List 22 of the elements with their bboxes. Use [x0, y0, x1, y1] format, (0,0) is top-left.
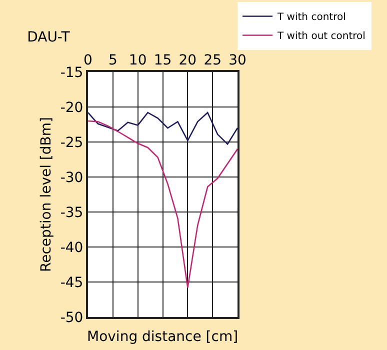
y-tick-label: -30 — [60, 170, 84, 186]
x-tick-label: 15 — [154, 52, 172, 68]
y-tick-label: -45 — [60, 274, 84, 291]
x-tick-label: 10 — [128, 52, 147, 68]
y-tick-label: -20 — [60, 100, 84, 116]
x-tick-label: 30 — [228, 52, 246, 68]
y-tick-label: -25 — [60, 134, 84, 151]
y-axis-title: Reception level [dBm] — [38, 117, 54, 272]
y-tick-label: -50 — [60, 310, 84, 326]
x-tick-label: 0 — [84, 52, 92, 68]
x-tick-label: 25 — [204, 52, 222, 68]
x-tick-label: 5 — [108, 52, 118, 68]
y-tick-label: -35 — [60, 204, 84, 221]
x-axis-title: Moving distance [cm] — [87, 329, 238, 345]
legend-label: T with control — [276, 12, 346, 24]
line-series — [88, 120, 238, 288]
chart-title: DAU-T — [27, 29, 70, 46]
x-tick-label: 20 — [178, 52, 197, 68]
y-tick-label: -15 — [60, 64, 84, 81]
y-tick-label: -40 — [60, 240, 84, 256]
legend-label: T with out control — [276, 31, 366, 42]
line-series — [88, 112, 238, 145]
